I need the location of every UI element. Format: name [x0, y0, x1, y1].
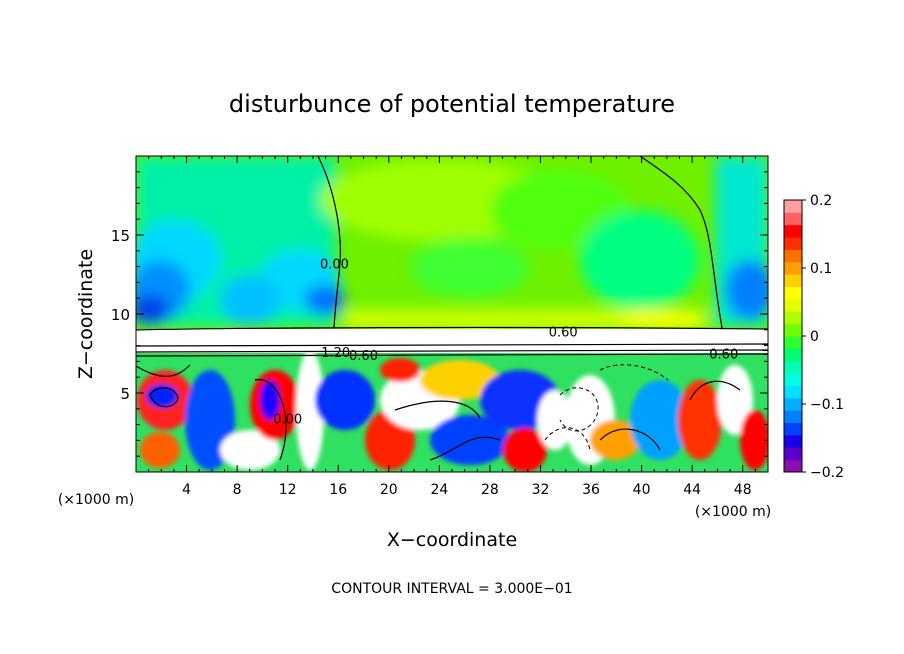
colorbar-tick-label: 0 — [810, 329, 819, 345]
colorbar-swatch — [784, 397, 802, 411]
colorbar-swatch — [784, 224, 802, 238]
x-axis: 4 8 12 16 20 24 28 32 36 40 44 48 — [148, 156, 756, 498]
chart-title: disturbunce of potential temperature — [229, 90, 675, 118]
y-axis: 5 10 15 — [111, 171, 768, 457]
contour-labels: 0.601.200.60 0.600.000.00 — [273, 257, 738, 427]
contour-label: 0.00 — [320, 257, 349, 272]
x-tick-label: 36 — [582, 482, 600, 498]
colorbar-swatch — [784, 212, 802, 226]
colorbar-swatch — [784, 298, 802, 312]
colorbar-swatch — [784, 348, 802, 362]
y-tick-label: 5 — [120, 385, 130, 403]
y-tick-label: 15 — [111, 227, 130, 245]
contour-label: 0.00 — [273, 412, 302, 427]
colorbar-swatch — [784, 373, 802, 386]
x-tick-label: 16 — [329, 482, 347, 498]
x-tick-label: 8 — [233, 482, 242, 498]
colorbar-swatch — [784, 422, 802, 436]
colorbar-swatch — [784, 323, 802, 337]
contour-interval-note: CONTOUR INTERVAL = 3.000E−01 — [331, 581, 572, 597]
x-tick-label: 40 — [633, 482, 651, 498]
contour-label: 1.20 — [321, 346, 350, 361]
colorbar-swatch — [784, 360, 802, 374]
colorbar-swatch — [784, 311, 802, 325]
x-tick-label: 28 — [481, 482, 499, 498]
contour-label: 0.60 — [549, 325, 578, 340]
colorbar-swatch — [784, 336, 802, 349]
colorbar-swatch — [784, 447, 802, 461]
x-tick-label: 44 — [683, 482, 701, 498]
x-tick-label: 32 — [532, 482, 550, 498]
colorbar-swatch — [784, 385, 802, 399]
contour-label: 0.60 — [709, 348, 738, 363]
colorbar-tick-label: 0.1 — [810, 261, 832, 277]
y-axis-label: Z−coordinate — [75, 249, 97, 379]
colorbar-swatch — [784, 286, 802, 300]
colorbar-swatch — [784, 249, 802, 263]
x-tick-label: 48 — [734, 482, 752, 498]
colorbar-swatch — [784, 237, 802, 250]
x-tick-label: 20 — [380, 482, 398, 498]
colorbar-swatch — [784, 274, 802, 288]
x-tick-label: 12 — [279, 482, 297, 498]
plot-area — [136, 156, 768, 472]
colorbar-swatch — [784, 410, 802, 424]
x-tick-label: 24 — [430, 482, 448, 498]
x-axis-label: X−coordinate — [387, 529, 517, 551]
colorbar-ticks: 0.2 0.1 0 −0.1 −0.2 — [802, 193, 844, 481]
x-tick-label: 4 — [182, 482, 191, 498]
colorbar-swatch — [784, 200, 802, 213]
colorbar-swatch — [784, 459, 802, 473]
contour-label: 0.60 — [349, 349, 378, 364]
colorbar-tick-label: −0.2 — [810, 465, 844, 481]
colorbar-swatch — [784, 434, 802, 448]
colorbar-tick-label: −0.1 — [810, 397, 844, 413]
colorbar-tick-label: 0.2 — [810, 193, 832, 209]
colorbar — [784, 200, 802, 473]
colorbar-swatch — [784, 261, 802, 275]
x-unit-right: (×1000 m) — [695, 504, 771, 520]
x-unit-left: (×1000 m) — [58, 492, 134, 508]
y-tick-label: 10 — [111, 306, 130, 324]
